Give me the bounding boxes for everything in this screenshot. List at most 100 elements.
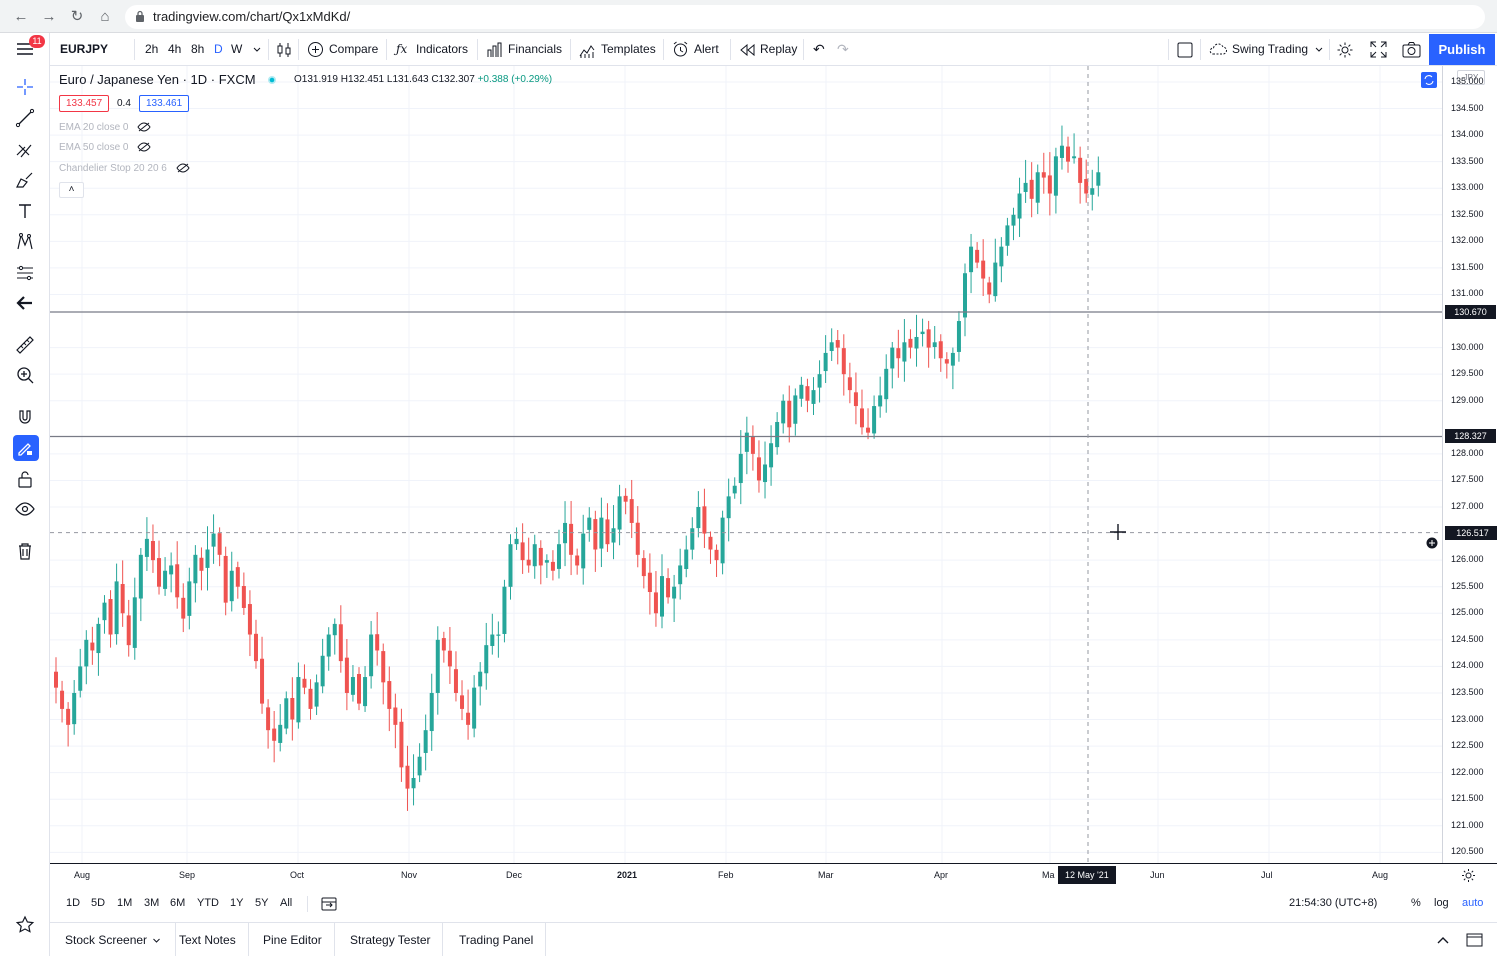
price-axis[interactable]: JPY 135.000 134.500 134.000 133.500 133.000 1… — [1442, 66, 1497, 863]
indicator-chandelier[interactable]: Chandelier Stop 20 20 6 — [59, 163, 190, 174]
address-bar[interactable]: tradingview.com/chart/Qx1xMdKd/ — [125, 5, 1485, 29]
price-chart[interactable] — [50, 66, 1442, 863]
brush-icon[interactable] — [13, 168, 37, 192]
chevron-up-icon[interactable] — [1436, 934, 1450, 946]
buy-price-button[interactable]: 133.461 — [139, 95, 190, 112]
indicators-icon[interactable]: ƒx — [396, 42, 408, 56]
horizontal-lines[interactable] — [50, 311, 1442, 438]
clock-timezone[interactable]: 21:54:30 (UTC+8) — [1289, 897, 1378, 909]
alarm-clock-icon[interactable] — [672, 41, 689, 58]
log-scale-toggle[interactable]: log — [1434, 897, 1449, 909]
compare-icon[interactable] — [307, 41, 324, 58]
magnet-icon[interactable] — [13, 405, 37, 429]
eye-crossed-icon[interactable] — [137, 122, 151, 132]
candle — [750, 425, 755, 471]
chevron-down-icon[interactable] — [252, 45, 262, 55]
collapse-legend-button[interactable]: ˄ — [59, 182, 84, 198]
templates-icon[interactable] — [579, 42, 595, 58]
candle — [1005, 217, 1010, 256]
eye-icon[interactable] — [13, 497, 37, 521]
candle — [460, 680, 465, 721]
prediction-tool-icon[interactable] — [13, 261, 37, 285]
candle — [993, 238, 998, 302]
trash-icon[interactable] — [13, 539, 37, 563]
range-1y[interactable]: 1Y — [230, 897, 244, 909]
interval-8h[interactable]: 8h — [191, 42, 205, 56]
indicator-ema20[interactable]: EMA 20 close 0 — [59, 122, 151, 133]
undo-icon[interactable]: ↶ — [813, 41, 825, 57]
fib-tool-icon[interactable] — [13, 137, 37, 161]
candle — [902, 319, 907, 382]
go-to-date-icon[interactable] — [321, 896, 337, 911]
range-1m[interactable]: 1M — [117, 897, 133, 909]
interval-w[interactable]: W — [231, 42, 243, 56]
forward-icon[interactable]: → — [41, 8, 57, 25]
indicators-button[interactable]: Indicators — [416, 42, 469, 56]
financials-button[interactable]: Financials — [508, 42, 563, 56]
layout-select-icon[interactable] — [1177, 42, 1193, 58]
maximize-panel-icon[interactable] — [1466, 933, 1483, 947]
range-1d[interactable]: 1D — [66, 897, 81, 909]
time-axis[interactable]: Aug Sep Oct Nov Dec 2021 Feb Mar Apr Ma Jun Jul Aug … — [50, 863, 1497, 888]
layout-name-button[interactable]: Swing Trading — [1232, 42, 1309, 56]
indicator-ema50[interactable]: EMA 50 close 0 — [59, 142, 151, 153]
chevron-down-icon[interactable] — [152, 936, 161, 945]
back-arrow-icon[interactable] — [13, 291, 37, 315]
trend-line-icon[interactable] — [13, 106, 37, 130]
auto-scale-icon[interactable] — [1421, 72, 1437, 88]
currency-label[interactable]: JPY — [1457, 70, 1485, 85]
range-6m[interactable]: 6M — [170, 897, 186, 909]
lock-drawings-icon[interactable] — [13, 467, 37, 491]
star-icon[interactable] — [13, 913, 37, 937]
interval-d[interactable]: D — [214, 42, 223, 56]
candle — [605, 503, 610, 552]
stay-in-drawing-mode-button[interactable] — [13, 435, 39, 461]
percent-scale-toggle[interactable]: % — [1411, 897, 1421, 909]
interval-4h[interactable]: 4h — [168, 42, 182, 56]
tab-text-notes[interactable]: Text Notes — [179, 923, 249, 956]
add-alert-plus-icon[interactable] — [1425, 536, 1439, 550]
reload-icon[interactable]: ↻ — [70, 8, 84, 25]
ohlc-change: +0.388 (+0.29%) — [477, 74, 553, 85]
zoom-in-icon[interactable] — [13, 363, 37, 387]
eye-crossed-icon[interactable] — [137, 142, 151, 152]
crosshair-icon[interactable] — [13, 75, 37, 99]
templates-button[interactable]: Templates — [601, 42, 656, 56]
candle — [211, 514, 216, 564]
ruler-icon[interactable] — [13, 333, 37, 357]
chevron-down-icon[interactable] — [1314, 45, 1324, 55]
tab-stock-screener[interactable]: Stock Screener — [65, 923, 177, 956]
ohlc-c-label: C — [431, 74, 439, 85]
candles-style-icon[interactable] — [276, 41, 292, 59]
range-all[interactable]: All — [280, 897, 293, 909]
text-tool-icon[interactable] — [13, 199, 37, 223]
range-3m[interactable]: 3M — [144, 897, 160, 909]
redo-icon[interactable]: ↷ — [837, 41, 849, 57]
back-icon[interactable]: ← — [13, 8, 29, 25]
compare-button[interactable]: Compare — [329, 42, 379, 56]
interval-2h[interactable]: 2h — [145, 42, 159, 56]
range-5d[interactable]: 5D — [91, 897, 106, 909]
publish-button[interactable]: Publish — [1429, 34, 1495, 65]
range-ytd[interactable]: YTD — [197, 897, 219, 909]
replay-button[interactable]: Replay — [760, 42, 798, 56]
replay-icon[interactable] — [739, 43, 755, 57]
home-icon[interactable]: ⌂ — [100, 8, 110, 25]
fullscreen-icon[interactable] — [1370, 41, 1387, 58]
sell-price-button[interactable]: 133.457 — [59, 95, 110, 112]
price-tick-label: 133.500 — [1451, 155, 1484, 166]
range-5y[interactable]: 5Y — [255, 897, 269, 909]
symbol-search-button[interactable]: EURJPY — [60, 42, 109, 56]
tab-strategy-tester[interactable]: Strategy Tester — [350, 923, 444, 956]
gear-icon[interactable] — [1461, 868, 1476, 883]
eye-crossed-icon[interactable] — [176, 163, 190, 173]
gear-icon[interactable] — [1336, 41, 1354, 59]
alert-button[interactable]: Alert — [694, 42, 719, 56]
financials-icon[interactable] — [486, 42, 502, 58]
tab-pine-editor[interactable]: Pine Editor — [263, 923, 335, 956]
auto-scale-toggle[interactable]: auto — [1462, 897, 1484, 909]
camera-icon[interactable] — [1402, 41, 1421, 58]
tab-trading-panel[interactable]: Trading Panel — [459, 923, 547, 956]
pattern-tool-icon[interactable] — [13, 230, 37, 254]
symbol-title[interactable]: Euro / Japanese Yen · 1D · FXCM — [59, 72, 256, 87]
